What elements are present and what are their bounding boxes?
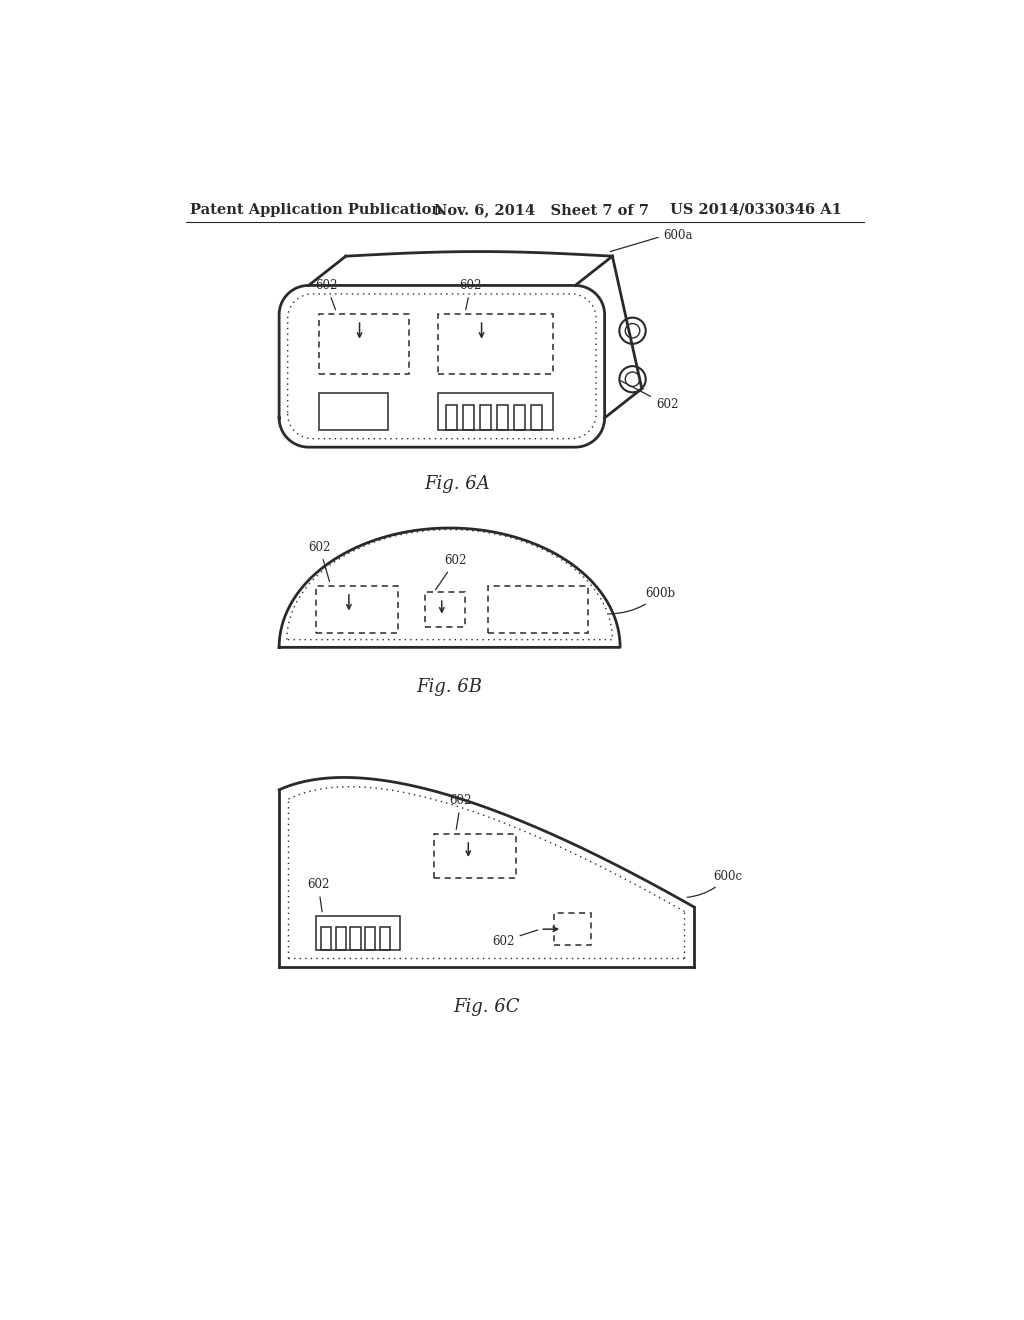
Bar [497, 405, 508, 430]
Text: Fig. 6C: Fig. 6C [453, 998, 519, 1016]
Bar [531, 405, 542, 430]
Bar [321, 927, 331, 950]
Bar [425, 591, 465, 627]
Text: Fig. 6A: Fig. 6A [425, 475, 490, 494]
Bar [380, 927, 390, 950]
Text: 602: 602 [493, 931, 538, 948]
Bar [366, 927, 375, 950]
Text: 600c: 600c [687, 870, 742, 898]
Text: Nov. 6, 2014   Sheet 7 of 7: Nov. 6, 2014 Sheet 7 of 7 [434, 203, 649, 216]
Bar [336, 927, 346, 950]
Bar [488, 586, 588, 634]
Bar [445, 405, 457, 430]
Text: Patent Application Publication: Patent Application Publication [190, 203, 442, 216]
Bar [316, 916, 400, 950]
Text: 602: 602 [435, 554, 467, 590]
Text: US 2014/0330346 A1: US 2014/0330346 A1 [671, 203, 843, 216]
Text: 602: 602 [308, 541, 331, 582]
Bar [350, 927, 360, 950]
Bar [554, 913, 592, 945]
Text: 602: 602 [315, 280, 338, 310]
Bar [316, 586, 397, 634]
Text: 602: 602 [460, 280, 482, 310]
Text: 602: 602 [307, 878, 330, 912]
Bar [463, 405, 474, 430]
Text: Fig. 6B: Fig. 6B [417, 678, 482, 697]
Text: 602: 602 [621, 380, 678, 412]
Text: 600b: 600b [609, 587, 675, 614]
Bar [434, 834, 515, 878]
Bar [438, 393, 553, 430]
Text: 600a: 600a [610, 230, 693, 252]
Bar [319, 314, 409, 374]
Bar [480, 405, 490, 430]
Bar [319, 393, 388, 430]
Text: 602: 602 [450, 795, 472, 829]
Bar [438, 314, 553, 374]
Bar [514, 405, 525, 430]
